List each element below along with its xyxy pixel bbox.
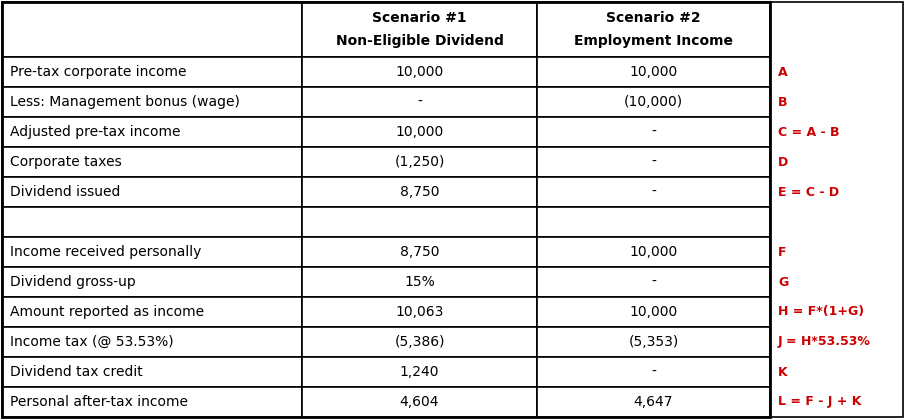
Bar bbox=[537, 57, 770, 87]
Text: 4,604: 4,604 bbox=[400, 395, 439, 409]
Text: Income received personally: Income received personally bbox=[10, 245, 202, 259]
Text: A: A bbox=[778, 66, 787, 79]
Text: Less: Management bonus (wage): Less: Management bonus (wage) bbox=[10, 95, 240, 109]
Bar bbox=[2, 57, 302, 87]
Text: 10,000: 10,000 bbox=[629, 245, 678, 259]
Text: 10,000: 10,000 bbox=[395, 125, 443, 139]
Text: -: - bbox=[651, 275, 656, 289]
Bar bbox=[2, 237, 302, 267]
Bar bbox=[302, 237, 537, 267]
Bar bbox=[2, 117, 302, 147]
Text: H = F*(1+G): H = F*(1+G) bbox=[778, 305, 864, 318]
Text: Amount reported as income: Amount reported as income bbox=[10, 305, 205, 319]
Text: Employment Income: Employment Income bbox=[574, 34, 733, 47]
Bar bbox=[302, 177, 537, 207]
Text: 1,240: 1,240 bbox=[400, 365, 439, 379]
Bar bbox=[302, 297, 537, 327]
Text: F: F bbox=[778, 246, 786, 258]
Text: L = F - J + K: L = F - J + K bbox=[778, 396, 862, 409]
Bar bbox=[2, 2, 302, 57]
Bar bbox=[302, 207, 537, 237]
Text: Dividend tax credit: Dividend tax credit bbox=[10, 365, 143, 379]
Text: Pre-tax corporate income: Pre-tax corporate income bbox=[10, 65, 186, 79]
Bar bbox=[2, 387, 302, 417]
Text: 15%: 15% bbox=[405, 275, 435, 289]
Bar bbox=[2, 147, 302, 177]
Text: J = H*53.53%: J = H*53.53% bbox=[778, 336, 871, 349]
Text: 8,750: 8,750 bbox=[400, 185, 439, 199]
Bar bbox=[302, 87, 537, 117]
Bar bbox=[537, 117, 770, 147]
Text: Dividend gross-up: Dividend gross-up bbox=[10, 275, 136, 289]
Bar bbox=[537, 237, 770, 267]
Text: -: - bbox=[651, 365, 656, 379]
Text: 4,647: 4,647 bbox=[634, 395, 673, 409]
Text: B: B bbox=[778, 95, 787, 108]
Bar bbox=[537, 87, 770, 117]
Bar bbox=[2, 177, 302, 207]
Bar bbox=[537, 177, 770, 207]
Bar bbox=[2, 207, 302, 237]
Bar bbox=[537, 327, 770, 357]
Text: K: K bbox=[778, 365, 787, 378]
Bar bbox=[2, 87, 302, 117]
Bar bbox=[770, 2, 903, 417]
Text: -: - bbox=[417, 95, 422, 109]
Bar bbox=[302, 327, 537, 357]
Bar bbox=[302, 147, 537, 177]
Bar bbox=[302, 117, 537, 147]
Text: E = C - D: E = C - D bbox=[778, 186, 839, 199]
Text: 8,750: 8,750 bbox=[400, 245, 439, 259]
Text: 10,000: 10,000 bbox=[629, 65, 678, 79]
Text: (5,353): (5,353) bbox=[628, 335, 679, 349]
Text: (1,250): (1,250) bbox=[395, 155, 444, 169]
Text: (10,000): (10,000) bbox=[624, 95, 683, 109]
Bar bbox=[302, 387, 537, 417]
Bar bbox=[2, 2, 770, 417]
Bar bbox=[2, 267, 302, 297]
Text: 10,063: 10,063 bbox=[395, 305, 443, 319]
Text: Scenario #2: Scenario #2 bbox=[606, 11, 700, 26]
Bar bbox=[302, 357, 537, 387]
Text: -: - bbox=[651, 185, 656, 199]
Text: G: G bbox=[778, 276, 788, 289]
Text: Non-Eligible Dividend: Non-Eligible Dividend bbox=[336, 34, 503, 47]
Text: (5,386): (5,386) bbox=[395, 335, 444, 349]
Bar bbox=[537, 147, 770, 177]
Bar bbox=[537, 387, 770, 417]
Text: 10,000: 10,000 bbox=[395, 65, 443, 79]
Bar bbox=[537, 297, 770, 327]
Text: Dividend issued: Dividend issued bbox=[10, 185, 120, 199]
Text: Adjusted pre-tax income: Adjusted pre-tax income bbox=[10, 125, 180, 139]
Bar bbox=[2, 357, 302, 387]
Text: -: - bbox=[651, 125, 656, 139]
Text: Scenario #1: Scenario #1 bbox=[372, 11, 467, 26]
Bar bbox=[537, 2, 770, 57]
Bar bbox=[537, 357, 770, 387]
Bar bbox=[537, 207, 770, 237]
Bar bbox=[537, 267, 770, 297]
Text: Income tax (@ 53.53%): Income tax (@ 53.53%) bbox=[10, 335, 174, 349]
Text: 10,000: 10,000 bbox=[629, 305, 678, 319]
Bar bbox=[2, 297, 302, 327]
Text: D: D bbox=[778, 155, 788, 168]
Text: Personal after-tax income: Personal after-tax income bbox=[10, 395, 188, 409]
Text: C = A - B: C = A - B bbox=[778, 126, 840, 139]
Text: Corporate taxes: Corporate taxes bbox=[10, 155, 122, 169]
Bar bbox=[2, 327, 302, 357]
Bar bbox=[302, 267, 537, 297]
Bar bbox=[302, 57, 537, 87]
Bar bbox=[302, 2, 537, 57]
Text: -: - bbox=[651, 155, 656, 169]
